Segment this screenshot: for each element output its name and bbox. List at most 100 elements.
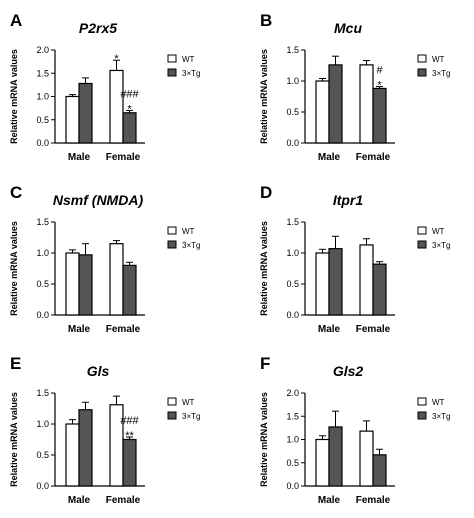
- legend-swatch-tg: [167, 411, 177, 420]
- panel-title: Mcu: [334, 20, 362, 36]
- panel-label: A: [10, 11, 22, 30]
- bar-wt-male: [65, 423, 80, 487]
- bar-wt-female: [109, 243, 124, 316]
- legend-swatch-wt: [167, 397, 177, 406]
- significance-marker: ###: [120, 88, 139, 100]
- bar-tg-female: [122, 438, 137, 487]
- legend-label: 3×Tg: [432, 69, 450, 78]
- legend-swatch-tg: [167, 240, 177, 249]
- bar-wt-female: [359, 244, 374, 316]
- y-tick-label: 0.0: [36, 138, 49, 148]
- bar-wt-male: [315, 80, 330, 144]
- bar-tg-female: [122, 112, 137, 144]
- bar-wt-male: [315, 438, 330, 487]
- bar-tg-female: [122, 264, 137, 316]
- significance-marker: #: [376, 65, 383, 77]
- legend-label: 3×Tg: [432, 241, 450, 250]
- y-tick-label: 2.0: [36, 45, 49, 55]
- significance-marker: ###: [120, 415, 139, 427]
- bar-wt-female: [109, 69, 124, 144]
- y-axis-label: Relative mRNA values: [9, 221, 19, 316]
- y-tick-label: 1.0: [286, 248, 299, 258]
- panel-title: Gls2: [333, 363, 364, 379]
- x-category-label: Female: [106, 324, 141, 335]
- y-tick-label: 0.0: [36, 481, 49, 491]
- y-axis-label: Relative mRNA values: [259, 221, 269, 316]
- legend-swatch-wt: [417, 397, 427, 406]
- legend-label: 3×Tg: [182, 69, 200, 78]
- y-tick-label: 1.0: [286, 76, 299, 86]
- bar-tg-female: [372, 87, 387, 144]
- bar-tg-male: [328, 64, 343, 144]
- panel-c: C Nsmf (NMDA) Relative mRNA values 0.0 0.5 1.…: [9, 183, 200, 335]
- legend-swatch-tg: [167, 68, 177, 77]
- significance-marker: *: [114, 53, 119, 65]
- legend-swatch-wt: [417, 226, 427, 235]
- panel-label: B: [260, 11, 272, 30]
- y-tick-label: 1.0: [36, 248, 49, 258]
- legend-swatch-tg: [417, 411, 427, 420]
- y-tick-label: 1.5: [36, 217, 49, 227]
- panel-title: Itpr1: [333, 192, 364, 208]
- legend-label: WT: [182, 55, 195, 64]
- y-tick-label: 0.5: [286, 279, 299, 289]
- legend-label: WT: [432, 55, 445, 64]
- y-tick-label: 1.5: [36, 68, 49, 78]
- panel-d: D Itpr1 Relative mRNA values 0.0 0.5 1.0 1.5 Ma…: [259, 183, 450, 335]
- bar-tg-female: [372, 454, 387, 487]
- x-category-label: Male: [318, 324, 341, 335]
- y-tick-label: 0.0: [36, 310, 49, 320]
- panel-f: F Gls2 Relative mRNA values 0.0 0.5 1.0 1.5 2.0…: [259, 354, 450, 506]
- legend-label: WT: [182, 227, 195, 236]
- x-category-label: Female: [356, 324, 391, 335]
- legend-label: 3×Tg: [432, 412, 450, 421]
- y-tick-label: 1.5: [286, 217, 299, 227]
- legend-swatch-tg: [417, 68, 427, 77]
- x-category-label: Male: [68, 495, 91, 506]
- legend-swatch-wt: [417, 54, 427, 63]
- x-category-label: Male: [68, 324, 91, 335]
- panel-label: D: [260, 183, 272, 202]
- x-category-label: Female: [106, 495, 141, 506]
- legend-label: 3×Tg: [182, 412, 200, 421]
- bar-tg-female: [372, 263, 387, 316]
- significance-marker: *: [377, 80, 382, 92]
- bar-wt-male: [65, 95, 80, 144]
- panel-title: Nsmf (NMDA): [53, 192, 144, 208]
- y-axis-label: Relative mRNA values: [9, 392, 19, 487]
- bar-tg-male: [78, 409, 93, 487]
- y-tick-label: 0.5: [286, 107, 299, 117]
- panel-a: A P2rx5 Relative mRNA values 0.0 0.5 1.0 1.5 2.…: [9, 11, 200, 163]
- bar-wt-female: [359, 64, 374, 144]
- legend-label: WT: [432, 227, 445, 236]
- legend-swatch-wt: [167, 54, 177, 63]
- bar-tg-male: [78, 254, 93, 316]
- y-tick-label: 0.0: [286, 481, 299, 491]
- y-tick-label: 0.0: [286, 138, 299, 148]
- significance-marker: *: [127, 103, 132, 115]
- panel-e: E Gls Relative mRNA values 0.0 0.5 1.0 1.5 Male…: [9, 354, 200, 506]
- legend-label: WT: [432, 398, 445, 407]
- y-axis-label: Relative mRNA values: [9, 49, 19, 144]
- panel-label: F: [260, 354, 270, 373]
- x-category-label: Male: [318, 152, 341, 163]
- y-tick-label: 1.5: [286, 411, 299, 421]
- legend-label: 3×Tg: [182, 241, 200, 250]
- legend-swatch-wt: [167, 226, 177, 235]
- y-tick-label: 1.0: [286, 435, 299, 445]
- y-tick-label: 1.0: [36, 92, 49, 102]
- y-tick-label: 0.5: [36, 115, 49, 125]
- y-tick-label: 1.5: [36, 388, 49, 398]
- x-category-label: Female: [356, 495, 391, 506]
- bar-tg-male: [328, 426, 343, 487]
- y-tick-label: 0.5: [36, 450, 49, 460]
- y-axis-label: Relative mRNA values: [259, 392, 269, 487]
- panel-title: Gls: [87, 363, 110, 379]
- bar-wt-male: [65, 252, 80, 316]
- legend-label: WT: [182, 398, 195, 407]
- x-category-label: Male: [318, 495, 341, 506]
- y-tick-label: 0.5: [36, 279, 49, 289]
- bar-tg-male: [78, 82, 93, 144]
- panel-label: C: [10, 183, 22, 202]
